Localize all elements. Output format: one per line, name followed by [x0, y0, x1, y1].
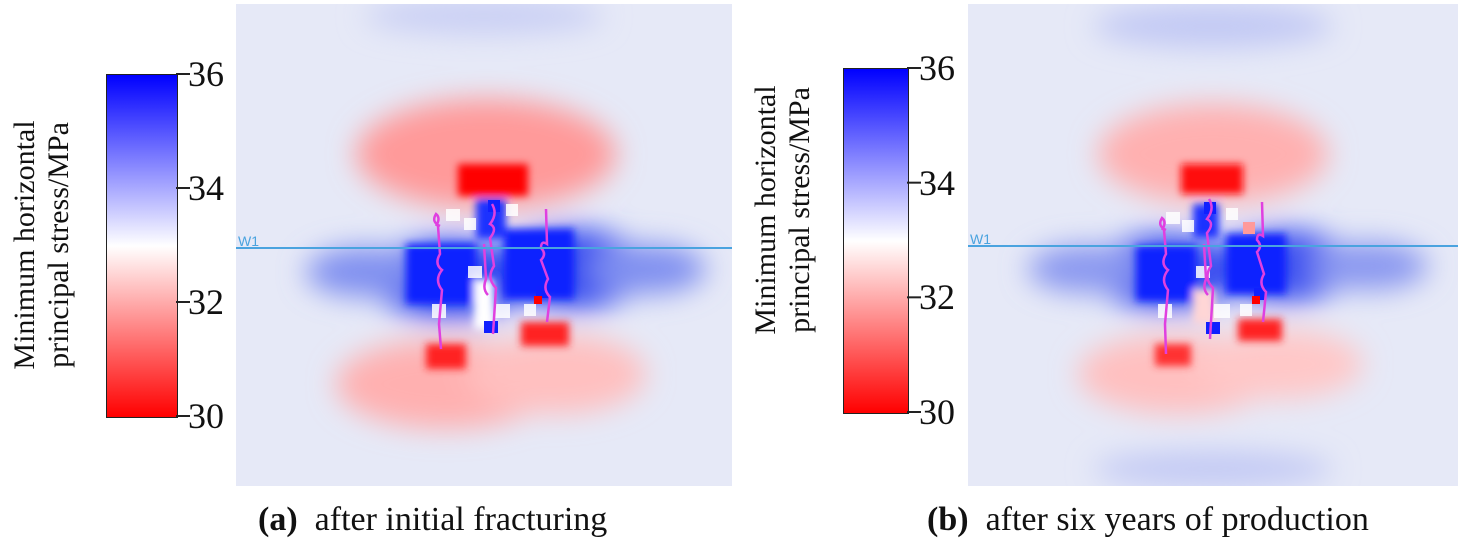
red-pixel [1252, 296, 1260, 304]
bottom-blue-band [1093, 451, 1333, 486]
center-white-gap [474, 279, 494, 329]
far-right-blue [1308, 242, 1428, 290]
far-right-blue [586, 244, 706, 294]
fracture-2 [1205, 198, 1215, 340]
fracture-3 [539, 208, 552, 323]
far-left-blue [306, 247, 426, 297]
red-pixel [534, 296, 542, 304]
far-left-blue [1028, 245, 1148, 293]
well-label-a: W1 [238, 233, 259, 249]
colorbar-tick-label: 36 [188, 54, 224, 94]
upper-red-lobe [356, 99, 616, 209]
center-right-blue-core [1226, 234, 1286, 294]
lower-right-red-lobe [466, 334, 646, 414]
top-red-core [458, 164, 528, 196]
caption-a: (a) after initial fracturing [258, 500, 607, 540]
caption-text-a: after initial fracturing [314, 501, 608, 538]
colorbar-tick-label: 34 [919, 162, 955, 203]
colorbar-tick-label: 30 [919, 392, 955, 432]
fracture-1 [1158, 216, 1170, 355]
fracture-2 [488, 203, 498, 335]
stress-map-b: W1 [968, 4, 1458, 486]
caption-text-b: after six years of production [985, 501, 1369, 538]
colorbar-tick-label: 34 [188, 168, 224, 208]
center-pink-gap [1193, 289, 1215, 324]
fracture-network-a [432, 203, 552, 350]
pixel-patches [432, 204, 536, 318]
well-label-b: W1 [970, 231, 991, 247]
lower-right-red-core [521, 322, 569, 346]
colorbar-tick-label: 30 [188, 396, 224, 436]
top-blue-band [1093, 4, 1333, 48]
blue-pixels [1204, 202, 1266, 334]
colorbar-tick-label: 32 [919, 277, 955, 318]
top-red-core [1181, 164, 1243, 194]
colorbar-tick-label: 32 [188, 282, 224, 322]
upper-red-lobe [1098, 104, 1328, 204]
panel-a: Minimum horizontal principal stress/MPa … [8, 4, 732, 540]
stress-map-a: W1 [236, 4, 732, 486]
fracture-4 [1202, 243, 1209, 296]
fracture-1 [432, 212, 444, 350]
panel-tag-a: (a) [258, 501, 298, 538]
caption-b: (b) after six years of production [927, 500, 1369, 540]
lower-left-red-core [426, 344, 466, 369]
colorbar-b [843, 68, 909, 414]
lower-right-red-core [1238, 319, 1282, 341]
top-blue-band [364, 4, 604, 34]
lower-right-red-lobe [1193, 329, 1363, 399]
colorbar-tick-label: 36 [919, 48, 955, 88]
colorbar-a [106, 74, 178, 418]
fracture-4 [482, 243, 489, 296]
lower-left-red-core [1155, 344, 1191, 366]
panel-b: Minimum horizontal principal stress/MPa … [735, 0, 1467, 546]
pink-pixel [1243, 222, 1255, 234]
panel-tag-b: (b) [927, 501, 969, 538]
